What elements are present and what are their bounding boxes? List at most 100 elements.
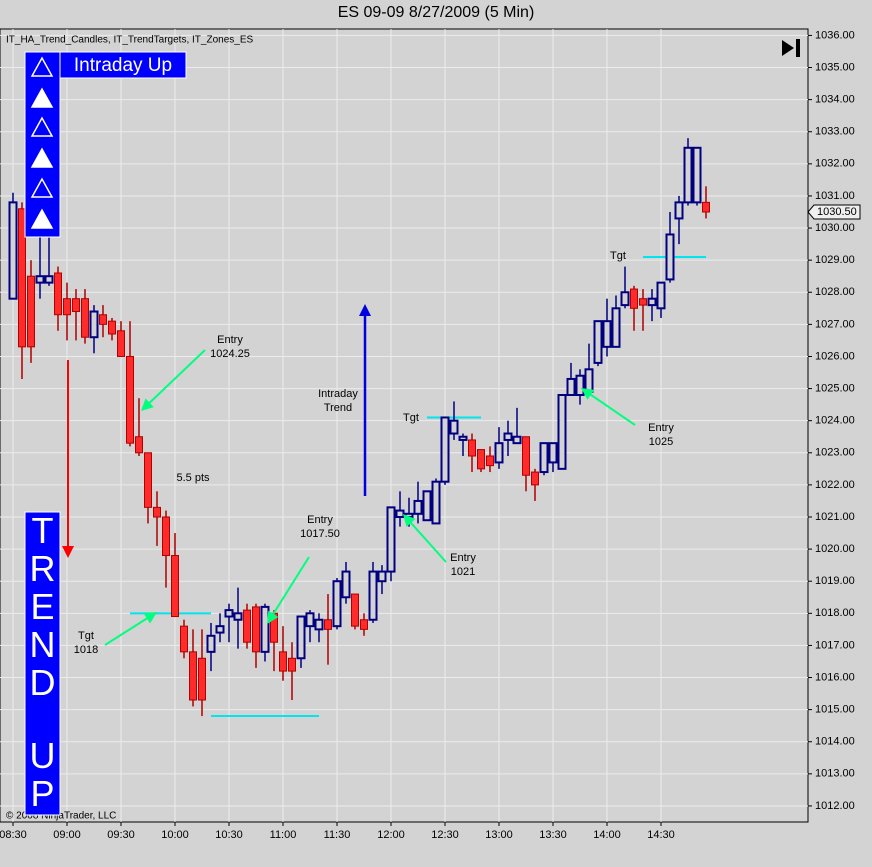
annotations: Entry 1024.25 5.5 pts Entry 1017.50 Tgt 1018 In… (74, 250, 675, 656)
x-tick-label: 11:00 (270, 829, 297, 841)
copyright: © 2008 NinjaTrader, LLC (6, 811, 116, 822)
candle-body (153, 506, 161, 518)
annotation: Entry (217, 334, 243, 346)
annotation: Intraday (318, 388, 358, 400)
candle-body (620, 291, 630, 307)
arrow-head (143, 612, 157, 624)
candle-body (279, 651, 287, 672)
status-box (59, 51, 187, 79)
annotation: Entry (648, 422, 674, 434)
arrow-shaft (408, 520, 447, 563)
candle-body (395, 509, 405, 519)
y-tick-label: 1035.00 (815, 61, 855, 73)
annotation: 5.5 pts (176, 472, 210, 484)
candle-body (18, 208, 26, 348)
y-tick-label: 1022.00 (815, 479, 855, 491)
y-tick-label: 1014.00 (815, 736, 855, 748)
annotation: Entry (307, 514, 333, 526)
candle-body (35, 275, 45, 284)
annotation: 1017.50 (300, 528, 340, 540)
y-tick-label: 1020.00 (815, 543, 855, 555)
x-tick-label: 13:00 (485, 829, 513, 841)
candle-body (162, 516, 170, 557)
arrow-head (267, 610, 279, 624)
candle-body (296, 615, 306, 660)
candle-body (512, 435, 522, 445)
candle-body (126, 355, 134, 444)
candle-body (81, 298, 89, 338)
candle-body (99, 314, 107, 325)
candle-body (198, 657, 206, 701)
candle-body (89, 310, 99, 339)
candle-body (656, 281, 666, 310)
arrow-shaft (147, 349, 206, 406)
candle-body (522, 436, 530, 476)
candle-body (171, 555, 179, 618)
candle-body (422, 490, 432, 522)
candle-body (458, 435, 468, 441)
arrows (62, 304, 636, 646)
candle-body (566, 377, 576, 396)
candle-body (413, 499, 423, 515)
candle-body (233, 612, 243, 621)
y-tick-label: 1034.00 (815, 94, 855, 106)
annotation: Entry (450, 552, 476, 564)
candle-body (260, 605, 270, 653)
candle-body (440, 416, 450, 483)
candle-body (611, 307, 621, 348)
y-tick-label: 1018.00 (815, 607, 855, 619)
candle-body (117, 330, 125, 357)
candle-body (8, 201, 18, 300)
arrow-head (62, 546, 74, 558)
candle-body (144, 452, 152, 508)
triangle-icon (30, 147, 54, 168)
scroll-end-icon-bar[interactable] (796, 39, 800, 57)
candle-body (503, 432, 513, 441)
candle-body (54, 272, 62, 316)
x-tick-label: 09:30 (107, 829, 135, 841)
candle-body (468, 439, 476, 457)
status-text: Intraday Up (74, 55, 172, 76)
candle-body (377, 570, 387, 583)
x-tick-label: 08:30 (0, 829, 27, 841)
annotation: 1024.25 (210, 348, 250, 360)
candle-body (548, 442, 558, 464)
status-panel (24, 51, 61, 238)
y-tick-label: 1028.00 (815, 286, 855, 298)
y-tick-label: 1031.00 (815, 190, 855, 202)
candle-body (557, 394, 567, 470)
candle-body (108, 320, 116, 335)
candle-body (252, 606, 260, 653)
y-tick-label: 1015.00 (815, 704, 855, 716)
y-tick-label: 1027.00 (815, 318, 855, 330)
candle-body (332, 580, 342, 628)
scroll-end-icon[interactable] (782, 40, 794, 56)
arrow-shaft (104, 616, 150, 646)
candle-body (44, 275, 54, 284)
candle-body (63, 298, 71, 316)
y-tick-label: 1017.00 (815, 639, 855, 651)
candle-body (584, 368, 594, 393)
chart-title: ES 09-09 8/27/2009 (5 Min) (338, 4, 535, 21)
trend-word: UP (29, 735, 56, 814)
candle-body (602, 320, 612, 348)
x-tick-label: 09:00 (53, 829, 81, 841)
annotation: 1021 (451, 566, 475, 578)
arrow-head (141, 398, 154, 411)
candle-body (431, 480, 441, 525)
x-tick-label: 12:30 (431, 829, 459, 841)
last-price-label: 1030.50 (817, 206, 857, 218)
arrow-shaft (271, 556, 310, 617)
y-tick-label: 1029.00 (815, 254, 855, 266)
candle-body (593, 320, 603, 364)
y-tick-label: 1013.00 (815, 768, 855, 780)
x-tick-label: 14:30 (647, 829, 675, 841)
candle-body (243, 609, 251, 643)
triangle-icon (30, 177, 54, 198)
candle-body (314, 618, 324, 631)
plot-area (0, 28, 809, 823)
triangle-icon (30, 56, 54, 77)
triangle-icon (30, 87, 54, 108)
y-tick-label: 1032.00 (815, 158, 855, 170)
candle-body (368, 570, 378, 621)
